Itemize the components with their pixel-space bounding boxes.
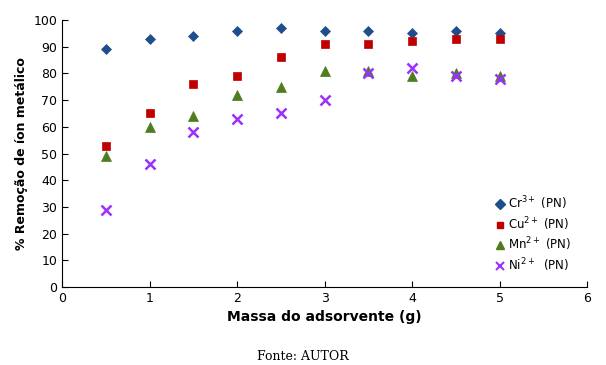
- X-axis label: Massa do adsorvente (g): Massa do adsorvente (g): [227, 311, 422, 324]
- Y-axis label: % Remoção de íon metálico: % Remoção de íon metálico: [15, 57, 28, 250]
- Legend: Cr$^{3+}$ (PN), Cu$^{2+}$ (PN), Mn$^{2+}$ (PN), Ni$^{2+}$  (PN): Cr$^{3+}$ (PN), Cu$^{2+}$ (PN), Mn$^{2+}…: [490, 190, 576, 278]
- Text: Fonte: AUTOR: Fonte: AUTOR: [257, 350, 349, 363]
